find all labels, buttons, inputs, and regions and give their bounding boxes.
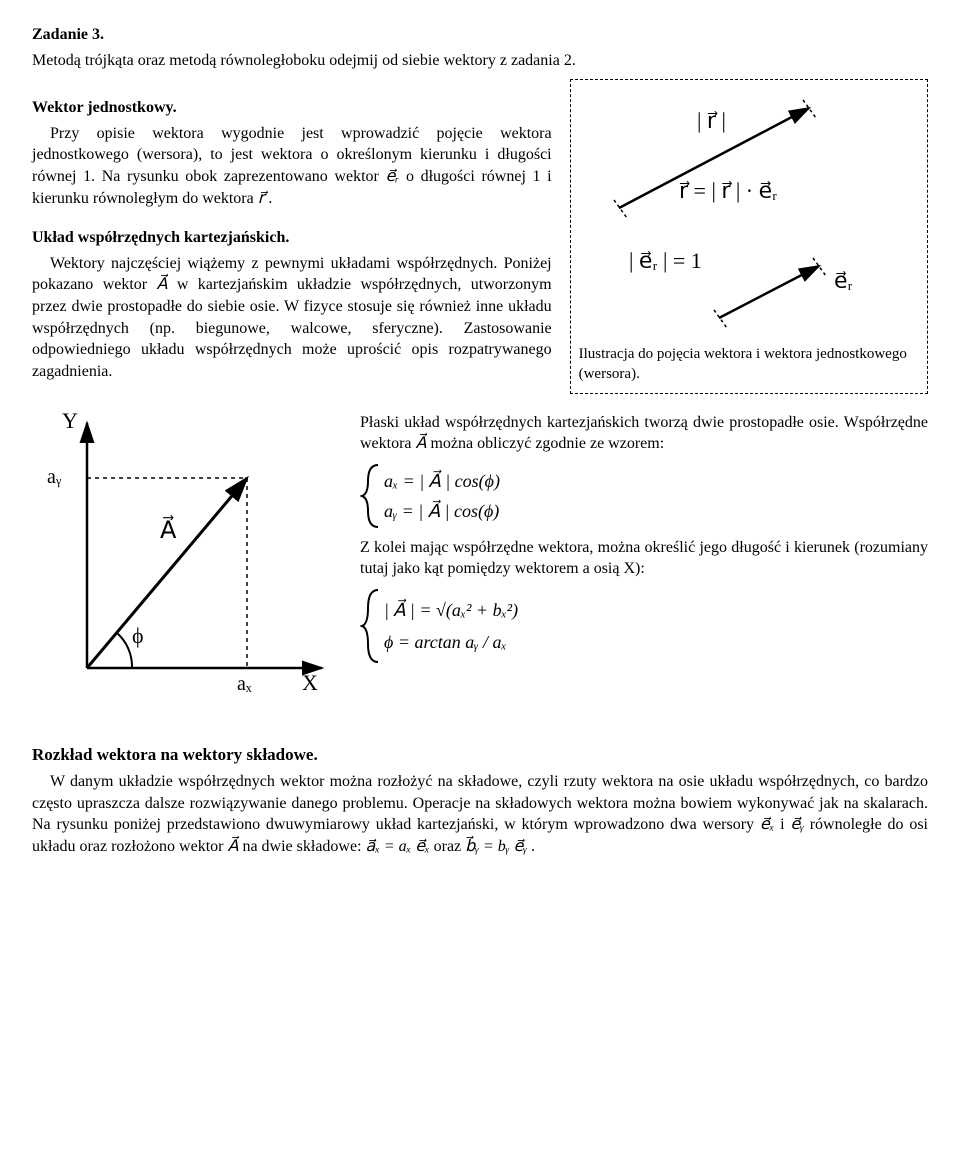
rozklad-tail: . <box>531 838 535 855</box>
uklad-title: Układ współrzędnych kartezjańskich. <box>32 227 552 249</box>
symbol-A2: A⃗ <box>227 838 238 855</box>
plaski-p1: Płaski układ współrzędnych kartezjańskic… <box>360 412 928 455</box>
section-wektor-jednostkowy: Wektor jednostkowy. Przy opisie wektora … <box>32 79 928 394</box>
symbol-A: A⃗ <box>157 276 168 293</box>
eq-A-mag: | A⃗ | = √(aₓ² + bₓ²) <box>384 598 518 622</box>
symbol-er: e⃗ᵣ <box>386 168 400 185</box>
wj-p1-tail: . <box>268 190 272 207</box>
fig1-label-r-abs: | r⃗ | <box>697 108 726 133</box>
eq-by: b⃗ᵧ = bᵧ e⃗ᵧ <box>465 838 527 855</box>
figure-1-caption: Ilustracja do pojęcia wektora i wektora … <box>579 344 919 385</box>
figure-1-box: | r⃗ | r⃗ = | r⃗ | · e⃗ᵣ | e⃗ᵣ | = 1 e⃗ᵣ… <box>570 79 928 394</box>
task-title: Zadanie 3. <box>32 24 928 46</box>
fig1-label-er: e⃗ᵣ <box>834 268 853 293</box>
fig2-ay: aᵧ <box>47 466 62 488</box>
section-plaski-uklad: Y X A⃗ aᵧ aₓ ϕ Płaski układ współrzędnyc… <box>32 408 928 705</box>
rozklad-paragraph: W danym układzie współrzędnych wektor mo… <box>32 771 928 857</box>
symbol-ey: e⃗ᵧ <box>790 816 804 833</box>
symbol-r: r⃗ <box>258 190 265 207</box>
plaski-p1b: można obliczyć zgodnie ze wzorem: <box>430 435 664 452</box>
plaski-sym-A: A⃗ <box>416 435 427 452</box>
fig1-label-er-eq: | e⃗ᵣ | = 1 <box>629 248 702 273</box>
figure-2-svg: Y X A⃗ aᵧ aₓ ϕ <box>32 408 332 698</box>
fig1-label-r-eq: r⃗ = | r⃗ | · e⃗ᵣ <box>679 178 777 203</box>
fig2-ax: aₓ <box>237 673 252 695</box>
fig2-A: A⃗ <box>160 514 177 543</box>
uklad-paragraph: Wektory najczęściej wiążemy z pewnymi uk… <box>32 253 552 383</box>
wj-paragraph: Przy opisie wektora wygodnie jest wprowa… <box>32 123 552 209</box>
fig2-X: X <box>302 670 318 695</box>
task-text: Metodą trójkąta oraz metodą równoległobo… <box>32 50 928 72</box>
rozklad-pc: na dwie składowe: <box>242 838 365 855</box>
eq-phi: ϕ = arctan aᵧ / aₓ <box>384 630 518 654</box>
fig2-Y: Y <box>62 408 78 433</box>
figure-2-box: Y X A⃗ aᵧ aₓ ϕ <box>32 408 342 705</box>
brace-1-icon <box>360 461 384 531</box>
eq-ax2: a⃗ₓ = aₓ e⃗ₓ <box>366 838 430 855</box>
left-column: Wektor jednostkowy. Przy opisie wektora … <box>32 79 552 386</box>
wj-title: Wektor jednostkowy. <box>32 97 552 119</box>
rozklad-and: i <box>780 816 790 833</box>
symbol-ex: e⃗ₓ <box>760 816 774 833</box>
rozklad-oraz: oraz <box>434 838 466 855</box>
rozklad-title: Rozkład wektora na wektory składowe. <box>32 744 928 767</box>
eq-ax: aₓ = | A⃗ | cos(ϕ) <box>384 469 500 493</box>
fig2-phi: ϕ <box>132 623 144 648</box>
brace-2-icon <box>360 586 384 666</box>
figure-1-svg: | r⃗ | r⃗ = | r⃗ | · e⃗ᵣ | e⃗ᵣ | = 1 e⃗ᵣ <box>589 88 909 338</box>
eq-ay: aᵧ = | A⃗ | cos(ϕ) <box>384 499 500 523</box>
plaski-text: Płaski układ współrzędnych kartezjańskic… <box>360 408 928 672</box>
plaski-p2: Z kolei mając współrzędne wektora, można… <box>360 537 928 580</box>
